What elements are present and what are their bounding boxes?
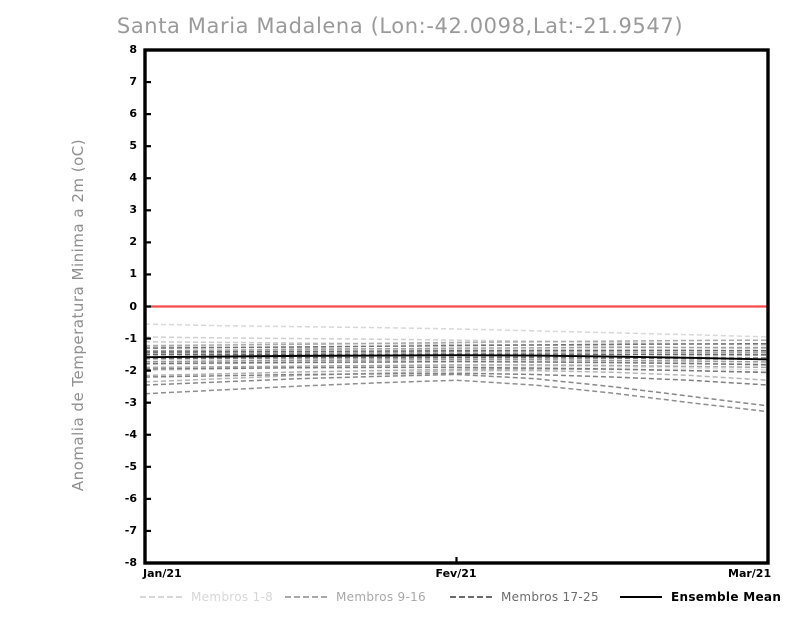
legend-swatch-icon bbox=[450, 596, 492, 598]
y-tick-label: -5 bbox=[124, 459, 137, 473]
y-tick-label: 7 bbox=[129, 75, 137, 89]
y-tick-label: -4 bbox=[124, 427, 137, 441]
legend-label: Ensemble Mean bbox=[671, 590, 782, 604]
y-tick-label: -2 bbox=[124, 363, 137, 377]
legend-swatch-icon bbox=[285, 596, 327, 598]
legend-item[interactable]: Membros 17-25 bbox=[450, 588, 599, 606]
y-tick-label: 1 bbox=[129, 267, 137, 281]
y-tick-label: -1 bbox=[124, 331, 137, 345]
legend-item[interactable]: Membros 1-8 bbox=[140, 588, 273, 606]
ensemble-member-line bbox=[144, 379, 769, 413]
x-tick-label: Fev/21 bbox=[435, 567, 477, 580]
ensemble-member-line bbox=[144, 323, 769, 338]
y-tick-label: 4 bbox=[129, 171, 137, 185]
y-tick-label: 5 bbox=[129, 139, 137, 153]
y-tick-label: 3 bbox=[129, 203, 137, 217]
y-tick-label: -8 bbox=[124, 556, 137, 569]
legend-item[interactable]: Membros 9-16 bbox=[285, 588, 426, 606]
chart-legend: Membros 1-8 Membros 9-16 Membros 17-25 Ense… bbox=[0, 588, 800, 608]
y-tick-label: 8 bbox=[129, 43, 137, 56]
y-tick-label: -6 bbox=[124, 491, 137, 505]
y-tick-label: -3 bbox=[124, 395, 137, 409]
x-tick-label: Mar/21 bbox=[728, 567, 772, 580]
legend-item[interactable]: Ensemble Mean bbox=[620, 588, 781, 606]
ensemble-member-line bbox=[144, 373, 769, 407]
legend-label: Membros 17-25 bbox=[501, 590, 599, 604]
legend-swatch-icon bbox=[140, 596, 182, 598]
y-tick-label: 2 bbox=[129, 235, 137, 249]
ensemble-mean-line bbox=[144, 354, 769, 361]
ensemble-member-line bbox=[145, 351, 769, 354]
legend-label: Membros 9-16 bbox=[336, 590, 426, 604]
ensemble-member-line bbox=[144, 358, 769, 363]
legend-swatch-icon bbox=[620, 595, 662, 599]
y-tick-label: 6 bbox=[129, 107, 137, 121]
legend-label: Membros 1-8 bbox=[191, 590, 274, 604]
x-tick-label: Jan/21 bbox=[143, 567, 182, 580]
ensemble-member-line bbox=[144, 364, 769, 369]
chart-title: Santa Maria Madalena (Lon:-42.0098,Lat:-… bbox=[116, 14, 684, 38]
y-tick-label: 0 bbox=[129, 299, 137, 313]
y-tick-label: -7 bbox=[124, 523, 137, 537]
